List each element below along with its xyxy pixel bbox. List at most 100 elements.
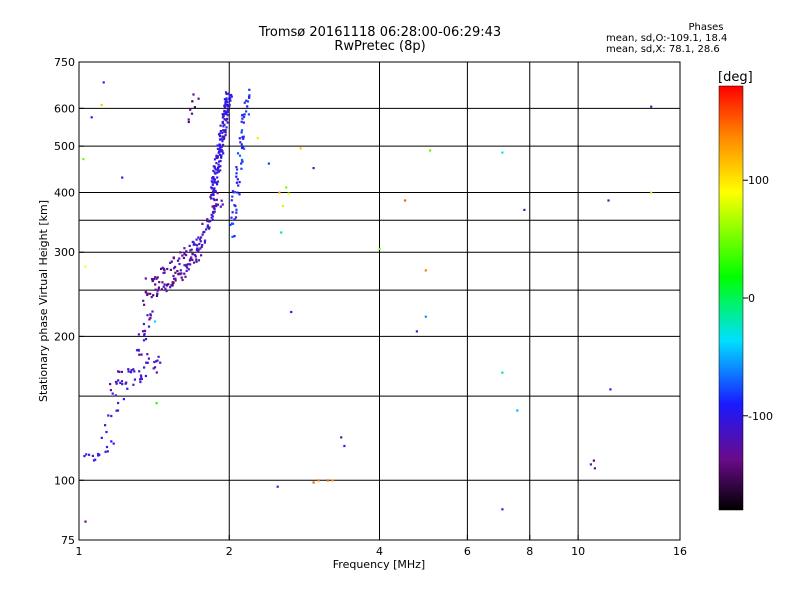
data-point — [146, 293, 149, 296]
y-tick-label: 750 — [54, 56, 75, 69]
data-point — [226, 117, 229, 120]
data-point — [214, 172, 217, 175]
data-point — [171, 284, 174, 287]
x-tick-label: 6 — [464, 545, 471, 558]
data-point — [238, 154, 242, 157]
data-point — [256, 137, 259, 140]
data-point — [225, 103, 229, 106]
data-point — [201, 233, 204, 236]
data-point — [144, 338, 148, 341]
data-point — [216, 183, 219, 186]
data-point — [228, 97, 232, 100]
data-point — [109, 383, 112, 386]
data-point — [199, 240, 202, 243]
data-point — [164, 287, 167, 290]
data-point — [109, 389, 112, 392]
data-point — [299, 147, 302, 150]
data-point — [147, 325, 151, 328]
data-point — [609, 388, 612, 391]
data-point — [143, 334, 146, 337]
phase-stats-x: mean, sd,X: 78.1, 28.6 — [606, 44, 720, 55]
data-point — [226, 100, 229, 104]
data-point — [235, 172, 238, 175]
y-tick-label: 500 — [54, 140, 75, 153]
data-point — [212, 210, 215, 214]
data-point — [243, 113, 246, 116]
data-point — [281, 204, 284, 208]
data-point — [163, 271, 166, 274]
data-point — [196, 247, 199, 250]
data-point — [140, 377, 143, 381]
data-point — [216, 203, 219, 206]
data-point — [118, 370, 121, 373]
data-point — [219, 169, 222, 172]
data-point — [153, 360, 156, 364]
data-point — [102, 81, 105, 84]
data-point — [225, 92, 228, 96]
data-point — [85, 453, 88, 456]
data-point — [146, 361, 149, 364]
data-point — [115, 382, 118, 385]
data-point — [115, 409, 118, 412]
data-point — [200, 245, 203, 249]
data-point — [197, 259, 200, 262]
data-point — [267, 162, 270, 165]
data-point — [203, 230, 206, 233]
data-point — [156, 359, 159, 362]
data-point — [231, 211, 234, 214]
data-point — [592, 459, 595, 462]
data-point — [213, 199, 216, 202]
data-point — [133, 378, 136, 381]
data-point — [429, 149, 432, 152]
data-point — [183, 247, 186, 250]
data-point — [143, 303, 146, 306]
data-point — [215, 203, 218, 206]
data-point — [187, 263, 190, 266]
data-point — [176, 270, 179, 273]
data-point — [155, 360, 158, 363]
data-point — [154, 276, 157, 279]
data-point — [210, 197, 213, 200]
data-point — [290, 310, 293, 314]
data-point — [148, 318, 151, 321]
data-point — [228, 94, 231, 97]
data-point — [143, 366, 146, 369]
data-point — [223, 109, 226, 112]
data-point — [209, 195, 212, 198]
data-point — [157, 355, 160, 358]
data-point — [211, 205, 214, 208]
y-tick-label: 300 — [54, 246, 75, 259]
data-point — [197, 97, 200, 100]
data-point — [245, 99, 248, 102]
data-point — [201, 244, 204, 247]
data-point — [219, 146, 222, 149]
data-point — [150, 278, 154, 281]
data-point — [179, 251, 182, 254]
data-point — [235, 166, 238, 169]
data-point — [221, 140, 224, 143]
data-point — [218, 153, 221, 156]
data-point — [216, 169, 219, 172]
data-point — [216, 171, 219, 174]
data-point — [221, 131, 224, 134]
data-point — [227, 110, 230, 114]
data-point — [151, 310, 154, 313]
data-point — [185, 269, 188, 272]
data-point — [190, 112, 194, 115]
phase-stats: Phases mean, sd,O:-109.1, 18.4 mean, sd,… — [606, 22, 776, 55]
data-point — [142, 322, 145, 326]
data-point — [190, 256, 193, 259]
data-point — [224, 113, 227, 116]
data-point — [210, 216, 213, 219]
data-point — [188, 244, 191, 247]
data-point — [211, 181, 214, 184]
y-tick-label: 400 — [54, 186, 75, 199]
data-point — [312, 167, 315, 170]
data-point — [215, 181, 218, 184]
data-point — [217, 151, 220, 154]
data-point — [179, 273, 182, 276]
data-point — [218, 160, 221, 163]
y-tick-label: 100 — [54, 474, 75, 487]
data-point — [198, 238, 201, 241]
data-point — [192, 243, 195, 246]
